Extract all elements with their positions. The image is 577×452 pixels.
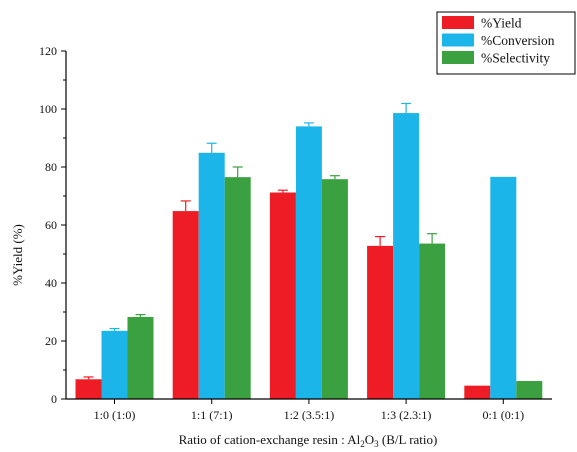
x-tick-label-4: 0:1 (0:1): [482, 408, 524, 422]
bar-selectivity-2: [321, 179, 348, 399]
legend-label-2: %Selectivity: [481, 51, 550, 66]
x-tick-label-3: 1:3 (2.3:1): [381, 408, 432, 422]
x-tick-label-2: 1:2 (3.5:1): [284, 408, 335, 422]
legend-swatch-1: [442, 33, 474, 47]
bar-conversion-3: [393, 113, 420, 399]
bar-conversion-2: [295, 126, 322, 400]
bar-selectivity-3: [419, 243, 446, 399]
legend: %Yield %Conversion %Selectivity: [436, 11, 576, 75]
x-tick-label-0: 1:0 (1:0): [94, 408, 136, 422]
bar-yield-2: [269, 192, 296, 399]
bar-yield-1: [172, 211, 199, 399]
bar-selectivity-4: [516, 381, 543, 399]
bar-conversion-4: [490, 176, 517, 399]
y-axis-title: %Yield (%): [10, 224, 25, 286]
plot-area: [75, 102, 543, 400]
y-tick-label-120: 120: [39, 44, 57, 58]
bar-selectivity-0: [127, 316, 154, 399]
bar-yield-3: [367, 245, 394, 399]
y-tick-label-100: 100: [39, 102, 57, 116]
y-tick-label-0: 0: [51, 392, 57, 406]
bar-yield-4: [464, 385, 491, 399]
bar-conversion-0: [101, 330, 128, 399]
x-axis-title: Ratio of cation-exchange resin : Al2O3 (…: [179, 432, 438, 449]
y-tick-label-20: 20: [45, 334, 57, 348]
legend-swatch-0: [442, 16, 474, 29]
axes: 0 20 40 60 80 100 120 1:0 (1:0) 1:1 (7:1) 1:2 (3.…: [39, 44, 552, 422]
legend-swatch-2: [442, 51, 474, 64]
legend-label-0: %Yield: [481, 16, 522, 31]
legend-label-1: %Conversion: [481, 33, 555, 48]
y-tick-label-40: 40: [45, 276, 57, 290]
bar-yield-0: [75, 379, 102, 399]
y-tick-label-60: 60: [45, 218, 57, 232]
y-tick-label-80: 80: [45, 160, 57, 174]
bar-conversion-1: [198, 152, 225, 399]
bar-selectivity-1: [224, 177, 251, 399]
x-tick-label-1: 1:1 (7:1): [191, 408, 233, 422]
